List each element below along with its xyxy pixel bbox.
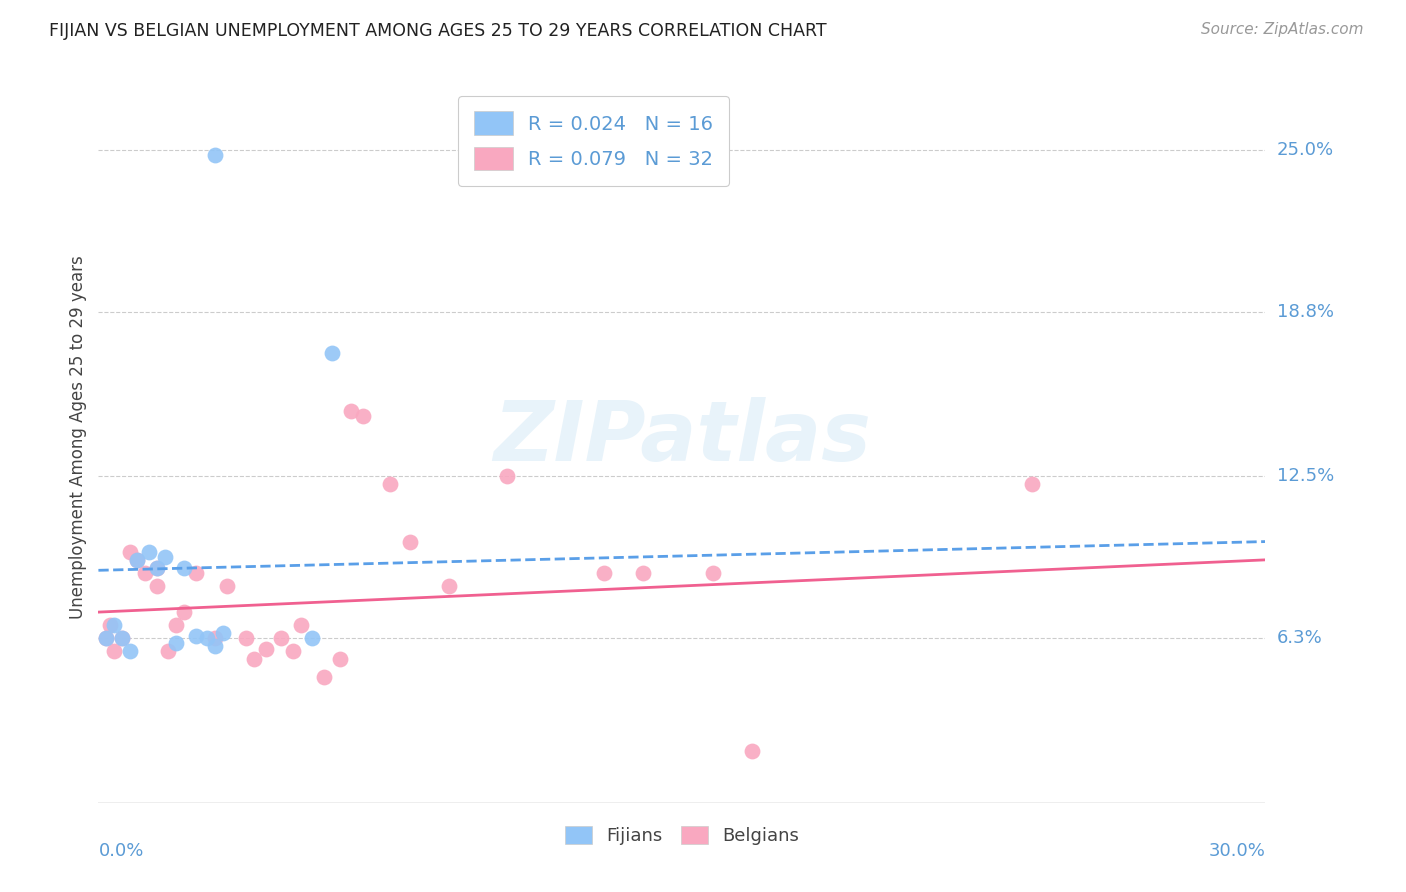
Point (631, 566, 654, 580)
Point (352, 409, 374, 424)
Point (281, 644, 304, 658)
Text: 18.8%: 18.8% (1277, 302, 1334, 321)
Text: 6.3%: 6.3% (1277, 629, 1323, 648)
Point (111, 632, 134, 646)
Point (741, 743, 763, 757)
Legend: Fijians, Belgians: Fijians, Belgians (558, 819, 806, 852)
Point (165, 636, 187, 650)
Point (103, 644, 125, 658)
Text: 0.0%: 0.0% (98, 842, 143, 860)
Point (215, 579, 238, 593)
Point (146, 560, 169, 574)
Point (146, 579, 169, 593)
Point (290, 618, 312, 632)
Point (157, 644, 180, 658)
Point (702, 566, 724, 580)
Point (96, 632, 118, 646)
Point (1021, 477, 1043, 491)
Point (321, 346, 343, 360)
Point (111, 632, 134, 646)
Point (138, 545, 160, 559)
Point (184, 566, 207, 580)
Point (173, 605, 195, 619)
Point (312, 670, 335, 684)
Point (212, 626, 235, 640)
Point (118, 545, 141, 559)
Point (235, 632, 257, 646)
Text: Source: ZipAtlas.com: Source: ZipAtlas.com (1201, 22, 1364, 37)
Point (204, 148, 226, 162)
Point (340, 404, 363, 418)
Point (398, 534, 420, 549)
Point (134, 566, 156, 580)
Point (184, 629, 207, 643)
Point (127, 553, 149, 567)
Point (380, 477, 402, 491)
Text: 30.0%: 30.0% (1209, 842, 1265, 860)
Point (301, 632, 323, 646)
Point (118, 644, 141, 658)
Point (165, 618, 187, 632)
Point (329, 652, 352, 666)
Point (204, 632, 226, 646)
Text: 12.5%: 12.5% (1277, 467, 1334, 485)
Point (243, 652, 266, 666)
Point (146, 560, 169, 574)
Point (496, 469, 519, 483)
Text: FIJIAN VS BELGIAN UNEMPLOYMENT AMONG AGES 25 TO 29 YEARS CORRELATION CHART: FIJIAN VS BELGIAN UNEMPLOYMENT AMONG AGE… (49, 22, 827, 40)
Point (437, 579, 460, 593)
Text: ZIPatlas: ZIPatlas (494, 397, 870, 477)
Y-axis label: Unemployment Among Ages 25 to 29 years: Unemployment Among Ages 25 to 29 years (69, 255, 87, 619)
Point (127, 553, 149, 567)
Point (173, 560, 195, 574)
Point (270, 632, 292, 646)
Text: 25.0%: 25.0% (1277, 141, 1334, 159)
Point (204, 639, 226, 653)
Point (153, 550, 176, 565)
Point (103, 618, 125, 632)
Point (98, 618, 121, 632)
Point (254, 641, 277, 656)
Point (96, 632, 118, 646)
Point (195, 632, 218, 646)
Point (593, 566, 616, 580)
